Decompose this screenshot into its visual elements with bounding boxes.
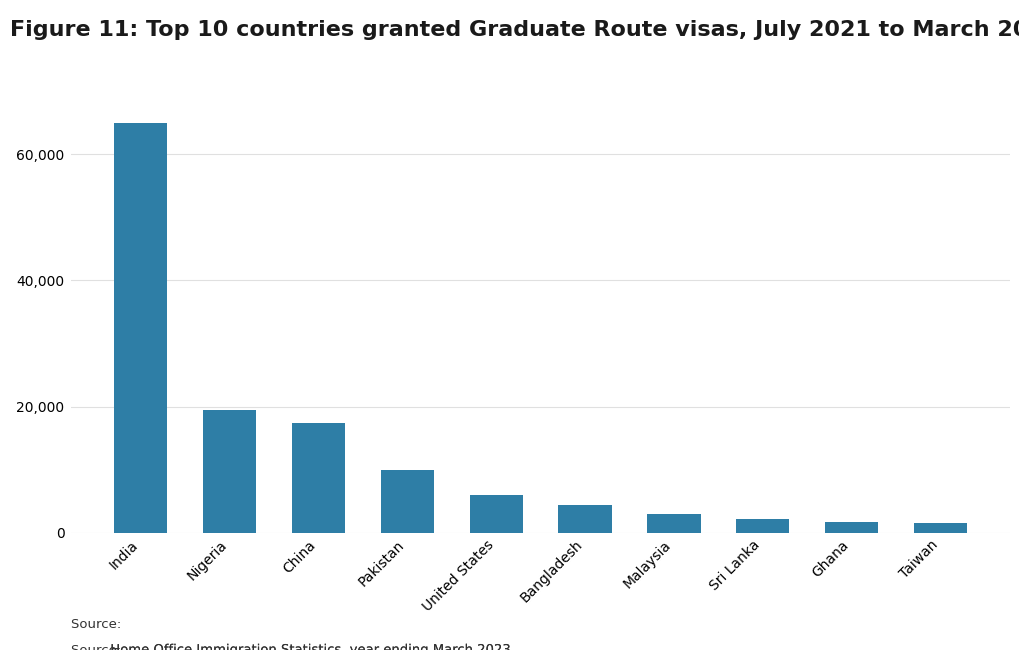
- Bar: [114, 123, 167, 533]
- Bar: [736, 519, 789, 533]
- Text: Home Office Immigration Statistics, year ending March 2023.: Home Office Immigration Statistics, year…: [110, 644, 519, 650]
- Bar: [824, 522, 877, 533]
- Bar: [469, 495, 523, 533]
- Text: Source:: Source:: [71, 644, 125, 650]
- Bar: [291, 422, 344, 533]
- Bar: [380, 470, 433, 533]
- Bar: [203, 410, 256, 533]
- Text: Source:: Source:: [71, 618, 125, 630]
- Bar: [913, 523, 966, 533]
- Bar: [647, 514, 700, 533]
- Bar: [557, 504, 611, 533]
- Text: Figure 11: Top 10 countries granted Graduate Route visas, July 2021 to March 202: Figure 11: Top 10 countries granted Grad…: [10, 20, 1019, 40]
